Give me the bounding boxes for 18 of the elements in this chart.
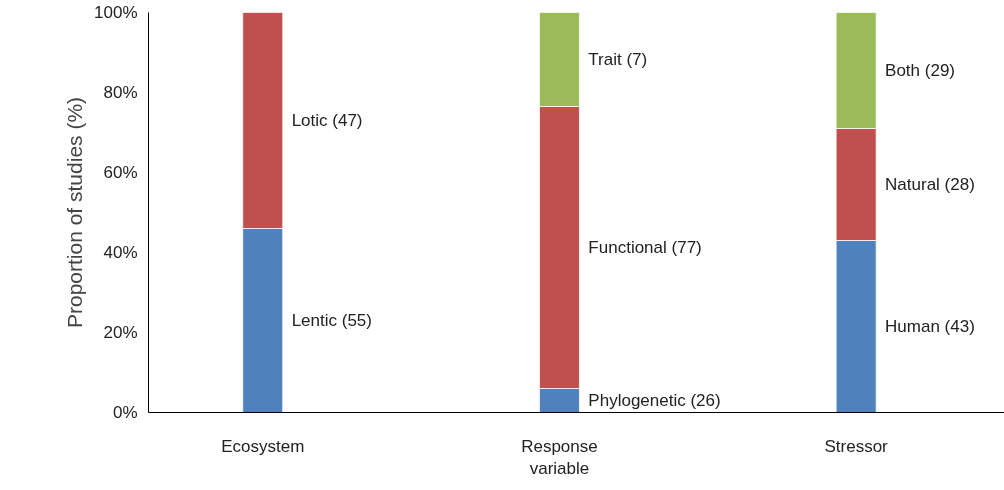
annotation: Trait (7) (588, 50, 648, 69)
annotation: Lentic (55) (291, 311, 372, 330)
annotation: Natural (28) (885, 175, 975, 194)
annotation: Both (29) (885, 61, 956, 80)
annotation: Human (43) (885, 317, 975, 336)
y-tick-label: 100% (94, 3, 138, 22)
y-tick-label: 20% (103, 323, 138, 342)
x-tick-label: Stressor (824, 436, 889, 456)
y-axis-title: Proportion of studies (%) (63, 96, 87, 329)
annotation: Phylogenetic (26) (588, 391, 721, 410)
y-tick-label: 80% (103, 83, 138, 102)
annotation: Lotic (47) (291, 111, 363, 130)
y-tick-label: 0% (112, 403, 138, 422)
x-tick-label: Ecosystem (221, 436, 305, 456)
x-tick-label: Response variable (521, 436, 598, 479)
y-tick-label: 60% (103, 163, 138, 182)
y-tick-label: 40% (103, 243, 138, 262)
annotation: Functional (77) (588, 238, 702, 257)
